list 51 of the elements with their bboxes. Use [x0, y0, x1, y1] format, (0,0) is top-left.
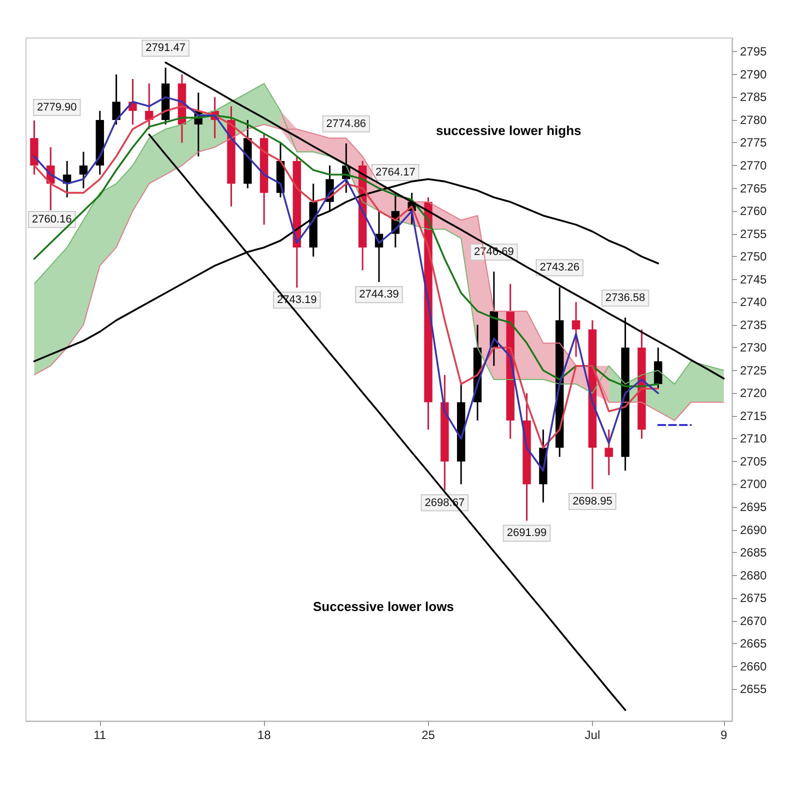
annotation: successive lower highs [436, 123, 582, 138]
candlestick [654, 346, 662, 390]
y-tick-label: 2795 [740, 44, 768, 59]
y-tick-label: 2790 [740, 67, 768, 82]
y-tick-label: 2750 [740, 250, 768, 264]
x-tick-label: 11 [94, 728, 106, 742]
y-tick-label: 2665 [740, 636, 768, 651]
x-tick-label: 25 [422, 728, 436, 742]
y-tick-label: 2680 [740, 568, 768, 582]
y-tick-label: 2695 [740, 500, 768, 514]
annotation: 2791.47 [146, 42, 186, 54]
y-tick-label: 2700 [740, 477, 768, 492]
y-tick-label: 2785 [740, 90, 768, 104]
y-tick-label: 2735 [740, 318, 768, 332]
annotation: Successive lower lows [313, 599, 454, 614]
y-tick-label: 2730 [740, 340, 768, 355]
y-tick-label: 2685 [740, 546, 768, 560]
candlestick [112, 74, 120, 126]
y-tick-label: 2670 [740, 614, 768, 628]
annotation: 2779.90 [37, 102, 77, 114]
annotation: 2736.58 [605, 292, 646, 304]
y-tick-label: 2705 [740, 454, 768, 468]
y-tick-label: 2675 [740, 591, 768, 606]
y-tick-label: 2710 [740, 432, 768, 446]
annotation: 2774.86 [326, 118, 366, 130]
y-tick-label: 2720 [740, 386, 768, 400]
y-tick-label: 2690 [740, 522, 768, 537]
y-tick-label: 2770 [740, 158, 768, 172]
x-tick-label: 18 [257, 728, 272, 742]
y-tick-label: 2760 [740, 204, 768, 218]
y-tick-label: 2740 [740, 295, 768, 310]
y-tick-label: 2775 [740, 136, 768, 150]
candlestick [572, 301, 580, 358]
y-tick-label: 2780 [740, 112, 768, 127]
annotation: 2743.26 [540, 262, 580, 274]
candlestick [79, 151, 88, 190]
x-tick-label: Jul [584, 728, 600, 742]
annotation: 2691.99 [506, 527, 547, 540]
candlestick [604, 428, 613, 476]
y-tick-label: 2655 [740, 682, 768, 696]
y-tick-label: 2755 [740, 226, 768, 241]
annotation: 2744.39 [359, 288, 399, 301]
y-tick-label: 2745 [740, 272, 768, 286]
y-tick-label: 2765 [740, 181, 768, 196]
annotation: 2698.95 [572, 496, 612, 508]
annotation: 2760.16 [32, 214, 72, 226]
x-tick-label: 9 [720, 728, 728, 742]
y-tick-label: 2725 [740, 363, 768, 378]
annotation: 2764.17 [376, 166, 416, 179]
y-tick-label: 2715 [740, 408, 768, 423]
y-tick-label: 2660 [740, 659, 768, 674]
